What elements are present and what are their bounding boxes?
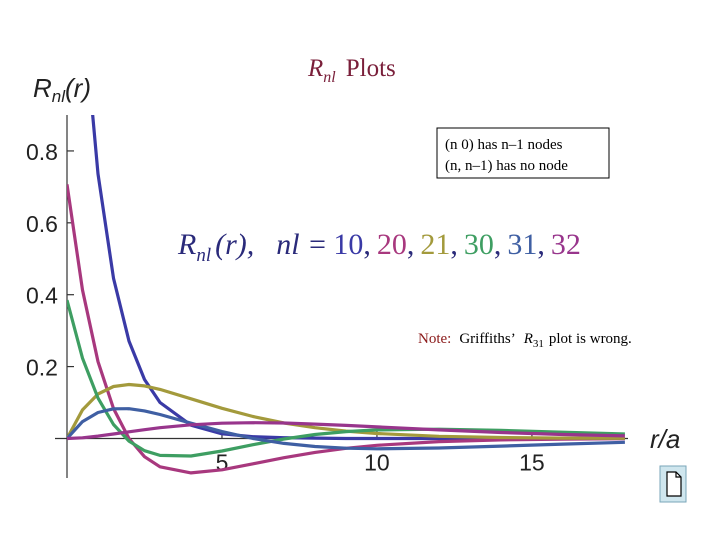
y-label-subscript: nl <box>52 87 66 106</box>
x-tick-label: 10 <box>364 449 390 475</box>
legend-subscript: nl <box>196 245 211 266</box>
series-group <box>67 115 625 475</box>
legend-entry: 20 <box>377 228 407 261</box>
legend-entry: 31 <box>507 228 537 261</box>
document-icon[interactable] <box>659 465 687 503</box>
y-label-argument: (r) <box>65 73 91 103</box>
note-subscript: 31 <box>533 338 544 350</box>
plot-area: 0.20.40.60.85 10 15 <box>26 115 628 478</box>
legend-entry: 21 <box>420 228 450 261</box>
series-line <box>67 184 625 475</box>
legend-text: Rnl (r), nl = 10, 20, 21, 30, 31, 32 <box>177 228 581 266</box>
title-symbol: R <box>307 55 323 82</box>
legend-variable: nl = <box>276 228 327 261</box>
legend-separator: , <box>407 228 415 261</box>
note-rest: plot is wrong. <box>549 331 632 347</box>
slide-title: Rnl Plots <box>307 55 396 86</box>
y-label-symbol: R <box>33 73 52 103</box>
legend-argument: (r), <box>215 228 254 261</box>
x-tick-label: 15 <box>519 449 545 475</box>
legend-separator: , <box>363 228 371 261</box>
legend-entry: 32 <box>551 228 581 261</box>
y-tick-label: 0.2 <box>26 355 58 381</box>
legend-entry: 10 <box>333 228 363 261</box>
legend-separator: , <box>450 228 458 261</box>
title-text: Plots <box>346 55 396 82</box>
series-line <box>67 421 625 441</box>
x-axis-label: r/a <box>650 424 680 454</box>
legend-separator: , <box>494 228 502 261</box>
y-axis-label: Rnl(r) <box>33 73 91 106</box>
y-tick-label: 0.6 <box>26 211 58 237</box>
y-tick-label: 0.4 <box>26 283 58 309</box>
note-symbol: R <box>523 331 533 347</box>
note: Note: Griffiths’ R31 plot is wrong. <box>418 331 632 350</box>
legend: Rnl (r), nl = 10, 20, 21, 30, 31, 32 <box>177 228 581 266</box>
series-line <box>67 382 625 440</box>
legend-entry: 30 <box>464 228 494 261</box>
y-tick-label: 0.8 <box>26 139 58 165</box>
legend-symbol: R <box>177 228 196 261</box>
note-label: Note: <box>418 331 451 347</box>
series-line <box>67 407 625 451</box>
title-subscript: nl <box>323 69 336 86</box>
note-text: Griffiths’ <box>459 331 515 347</box>
legend-separator: , <box>537 228 545 261</box>
rule-line: (n 0) has n–1 nodes <box>445 137 563 153</box>
rule-box <box>436 127 610 179</box>
rule-line: (n, n–1) has no node <box>445 158 568 174</box>
